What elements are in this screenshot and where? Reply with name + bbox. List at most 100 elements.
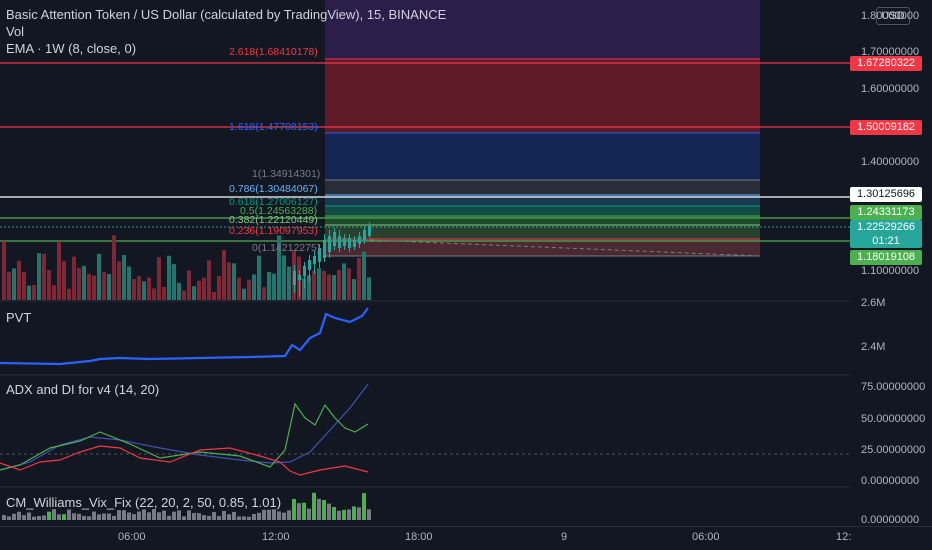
- volume-bar: [77, 267, 81, 300]
- vix-bar: [322, 500, 326, 520]
- vix-bar: [357, 507, 361, 520]
- price-marker-current: 1.22529266 01:21: [850, 220, 922, 248]
- vix-bar: [47, 511, 51, 520]
- volume-bar: [27, 285, 31, 300]
- adx-line: [0, 383, 369, 471]
- vix-bar: [162, 510, 166, 520]
- pvt-tick: 2.6M: [861, 297, 886, 309]
- vix-bar: [37, 516, 41, 520]
- candle-body: [338, 236, 341, 248]
- volume-bar: [192, 286, 196, 300]
- volume-bar: [252, 274, 256, 300]
- volume-bar: [337, 270, 341, 300]
- volume-bar: [257, 255, 261, 300]
- fib-label-1: 1(1.34914301): [252, 168, 321, 180]
- vix-bar: [262, 509, 266, 520]
- vix-bar: [192, 513, 196, 520]
- candle-body: [333, 232, 336, 246]
- horizontal-lines[interactable]: [0, 62, 850, 257]
- candle-body: [353, 240, 356, 247]
- volume-bar: [182, 290, 186, 300]
- fib-zone-2618: [325, 59, 760, 133]
- vol-indicator-label[interactable]: Vol: [6, 24, 25, 39]
- vix-bar: [87, 516, 91, 520]
- current-price: 1.22529266: [856, 221, 916, 233]
- volume-bar: [362, 251, 366, 300]
- vix-bar: [197, 513, 201, 520]
- vix-bar: [52, 509, 56, 520]
- fib-zone-05: [325, 216, 760, 225]
- vix-bar: [122, 510, 126, 520]
- vix-tick: 0.00000000: [861, 514, 920, 526]
- pvt-line: [0, 307, 369, 366]
- vix-bar: [352, 506, 356, 520]
- vix-bar: [212, 512, 216, 520]
- vix-bar: [32, 516, 36, 520]
- pvt-indicator-label[interactable]: PVT: [6, 310, 32, 325]
- time-tick: 18:00: [405, 531, 433, 543]
- vix-bar: [157, 512, 161, 520]
- fib-label-1618: 1.618(1.47708153): [229, 121, 318, 133]
- ema-indicator-label[interactable]: EMA · 1W (8, close, 0): [6, 41, 137, 56]
- volume-bar: [32, 284, 36, 300]
- time-tick: 12:: [836, 531, 852, 543]
- vix-bar: [7, 516, 11, 520]
- price-axis[interactable]: [850, 0, 932, 550]
- vix-bar: [17, 511, 21, 520]
- vix-bar: [12, 513, 16, 520]
- chart-canvas[interactable]: [0, 0, 850, 550]
- currency-button[interactable]: USD: [876, 7, 910, 25]
- price-marker-green-1: 1.24331173: [850, 205, 922, 220]
- vix-indicator-label[interactable]: CM_Williams_Vix_Fix (22, 20, 2, 50, 0.85…: [6, 495, 282, 510]
- volume-bar: [152, 288, 156, 300]
- time-tick: 06:00: [692, 531, 720, 543]
- candle-body: [348, 238, 351, 248]
- volume-bar: [357, 258, 361, 300]
- vix-bar: [247, 516, 251, 520]
- volume-bar: [117, 261, 121, 300]
- vix-bar: [342, 509, 346, 520]
- volume-bar: [217, 275, 221, 300]
- volume-bar: [272, 273, 276, 300]
- adx-indicator-label[interactable]: ADX and DI for v4 (14, 20): [6, 382, 160, 397]
- fib-zone-top: [325, 0, 760, 59]
- vix-bar: [282, 512, 286, 520]
- volume-bar: [327, 274, 331, 300]
- adx-tick: 75.00000000: [861, 381, 926, 393]
- fib-label-05: 0.5(1.24563288): [240, 205, 318, 217]
- candle-body: [368, 226, 371, 236]
- volume-bar: [62, 261, 66, 300]
- candle-body: [298, 275, 301, 280]
- vix-bar: [137, 511, 141, 520]
- volume-bar: [22, 272, 26, 300]
- volume-bar: [267, 272, 271, 300]
- volume-bar: [332, 275, 336, 300]
- vix-bar: [307, 508, 311, 520]
- volume-bar: [107, 273, 111, 300]
- vix-bar: [102, 513, 106, 520]
- trend-dash: [369, 239, 761, 257]
- price-marker-green-2: 1.18019108: [850, 250, 922, 265]
- volume-bar: [87, 273, 91, 300]
- symbol-title[interactable]: Basic Attention Token / US Dollar (calcu…: [6, 7, 447, 22]
- price-tick: 1.10000000: [861, 265, 920, 277]
- vix-bar: [362, 493, 366, 520]
- fib-label-2618: 2.618(1.68410178): [229, 46, 318, 58]
- vix-bar: [97, 514, 101, 520]
- vix-bar: [152, 509, 156, 520]
- vix-bar: [187, 510, 191, 520]
- di-minus-line: [0, 445, 369, 476]
- volume-bar: [2, 241, 6, 300]
- volume-bar: [207, 260, 211, 300]
- fib-zone-1618: [325, 133, 760, 180]
- vix-bar: [77, 513, 81, 520]
- volume-bar: [147, 277, 151, 300]
- fib-zone-0786: [325, 195, 760, 206]
- volume-bar: [97, 253, 101, 300]
- vix-bar: [142, 509, 146, 520]
- vix-bars: [2, 492, 371, 520]
- vix-bar: [227, 514, 231, 520]
- volume-bar: [197, 280, 201, 300]
- volume-bar: [202, 277, 206, 300]
- vix-bar: [332, 506, 336, 520]
